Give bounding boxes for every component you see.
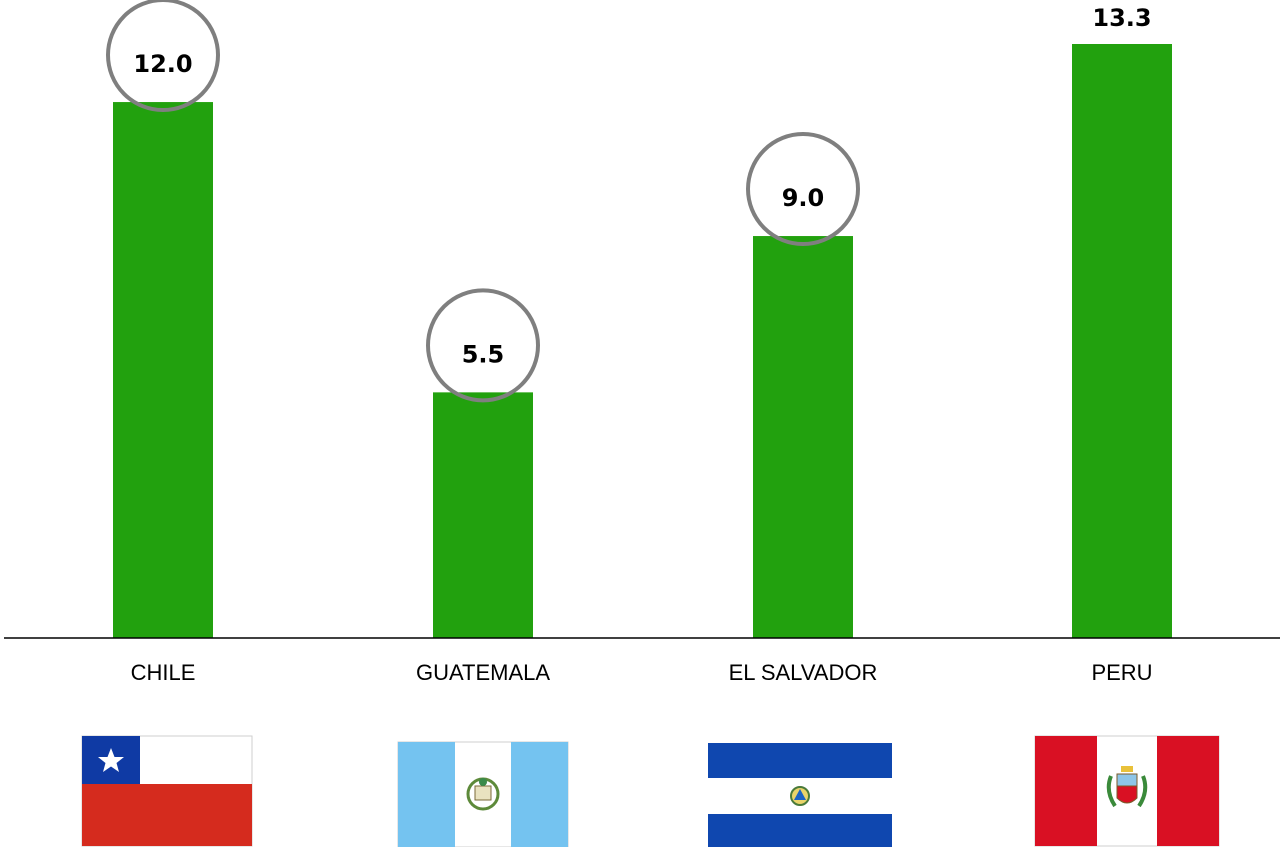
bar-guatemala <box>433 392 533 638</box>
bar-peru <box>1072 44 1172 638</box>
category-label-peru: PERU <box>1091 660 1152 685</box>
value-highlight-circle-chile <box>106 0 220 113</box>
value-label-peru: 13.3 <box>1092 4 1151 32</box>
value-label-chile: 12.0 <box>133 50 192 78</box>
value-highlight-circle-el-salvador <box>746 132 860 247</box>
category-label-el-salvador: EL SALVADOR <box>729 660 878 685</box>
labels-layer: 12.0 CHILE 5.5 GUATEMALA 9.0 EL SALVADOR 13.3 P… <box>106 0 1153 685</box>
bars-layer <box>113 44 1172 639</box>
peru-flag-icon <box>1034 735 1220 847</box>
chile-flag-icon <box>81 735 253 847</box>
bar-el-salvador <box>753 236 853 639</box>
category-label-chile: CHILE <box>131 660 196 685</box>
bar-chile <box>113 102 213 638</box>
category-label-guatemala: GUATEMALA <box>416 660 550 685</box>
value-label-el-salvador: 9.0 <box>782 184 825 212</box>
value-label-guatemala: 5.5 <box>462 340 505 368</box>
guatemala-flag-icon <box>397 741 569 847</box>
el-salvador-flag-icon <box>708 743 892 847</box>
value-highlight-circle-guatemala <box>426 288 540 403</box>
